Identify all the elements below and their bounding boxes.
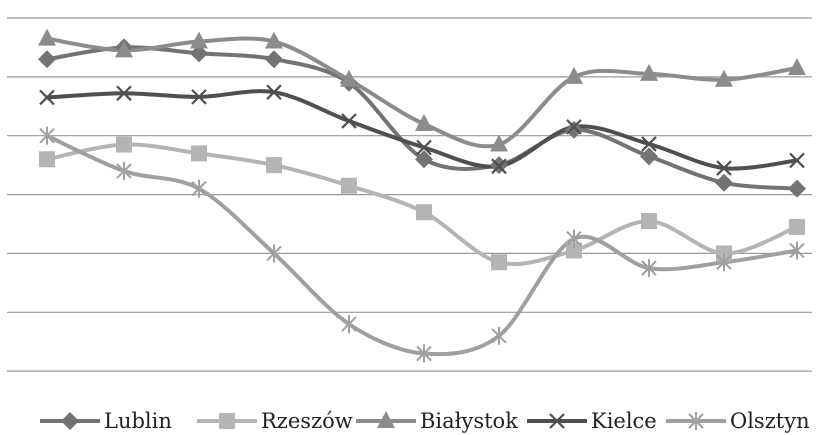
legend-item-kielce: Kielce: [527, 409, 657, 433]
legend-label: Kielce: [591, 409, 657, 433]
data-point-bia-ystok: [265, 31, 283, 49]
data-point-olsztyn: [491, 326, 507, 345]
data-point-kielce: [789, 152, 805, 169]
legend-label: Lublin: [104, 409, 172, 433]
data-point-rzeszo-w: [39, 151, 55, 168]
data-point-kielce: [716, 160, 732, 176]
data-point-kielce: [491, 158, 507, 175]
data-point-rzeszo-w: [416, 204, 432, 221]
data-point-lublin: [38, 50, 56, 69]
data-point-kielce: [416, 139, 432, 156]
data-point-lublin: [565, 120, 583, 139]
data-point-lublin: [415, 150, 433, 169]
data-point-kielce: [341, 113, 357, 129]
series-markers: [38, 28, 806, 363]
data-point-kielce: [641, 136, 657, 152]
data-point-bia-ystok: [490, 134, 508, 152]
data-point-lublin: [715, 173, 733, 192]
data-point-bia-ystok: [565, 66, 583, 84]
data-point-olsztyn: [566, 229, 582, 248]
data-point-olsztyn: [266, 244, 282, 263]
data-point-kielce: [566, 119, 582, 135]
data-point-olsztyn: [416, 344, 432, 363]
data-point-rzeszo-w: [566, 242, 582, 259]
data-point-kielce: [266, 84, 282, 100]
data-point-kielce: [39, 89, 55, 106]
data-point-kielce: [116, 85, 132, 102]
data-point-kielce: [191, 89, 207, 105]
data-point-olsztyn: [716, 253, 732, 272]
data-point-bia-ystok: [340, 69, 358, 87]
data-point-bia-ystok: [115, 40, 133, 58]
legend-label: Białystok: [420, 409, 518, 433]
legend-item-rzeszo-w: Rzeszów: [197, 409, 353, 433]
series-lines: [45, 36, 799, 357]
data-point-lublin: [640, 147, 658, 166]
legend-item-olsztyn: Olsztyn: [666, 409, 810, 433]
data-point-bia-ystok: [415, 113, 433, 131]
legend-label: Olsztyn: [730, 409, 810, 433]
data-point-bia-ystok: [715, 69, 733, 87]
legend-marker: [61, 412, 79, 430]
data-point-bia-ystok: [788, 58, 806, 76]
data-point-olsztyn: [341, 315, 357, 334]
legend-label: Rzeszów: [261, 409, 353, 433]
legend-marker: [219, 413, 235, 429]
data-point-rzeszo-w: [789, 218, 805, 235]
legend-marker: [688, 412, 704, 430]
gridlines: [7, 17, 812, 372]
data-point-bia-ystok: [640, 63, 658, 81]
data-point-olsztyn: [39, 126, 55, 145]
data-point-rzeszo-w: [341, 177, 357, 194]
data-point-lublin: [265, 50, 283, 69]
data-point-olsztyn: [789, 241, 805, 260]
data-point-rzeszo-w: [191, 145, 207, 162]
data-point-olsztyn: [641, 259, 657, 278]
data-point-lublin: [190, 44, 208, 63]
data-point-rzeszo-w: [641, 213, 657, 230]
data-point-rzeszo-w: [116, 136, 132, 153]
data-point-olsztyn: [191, 179, 207, 198]
legend: Lublin Rzeszów Białystok Kielce Olsztyn: [40, 409, 810, 433]
legend-item-bia-ystok: Białystok: [356, 409, 518, 433]
data-point-bia-ystok: [38, 28, 56, 46]
data-point-lublin: [788, 179, 806, 198]
legend-item-lublin: Lublin: [40, 409, 172, 433]
legend-marker: [377, 411, 395, 428]
legend-marker: [549, 413, 565, 429]
data-point-bia-ystok: [190, 31, 208, 49]
data-point-olsztyn: [116, 162, 132, 181]
data-point-rzeszo-w: [266, 157, 282, 174]
data-point-rzeszo-w: [491, 254, 507, 271]
